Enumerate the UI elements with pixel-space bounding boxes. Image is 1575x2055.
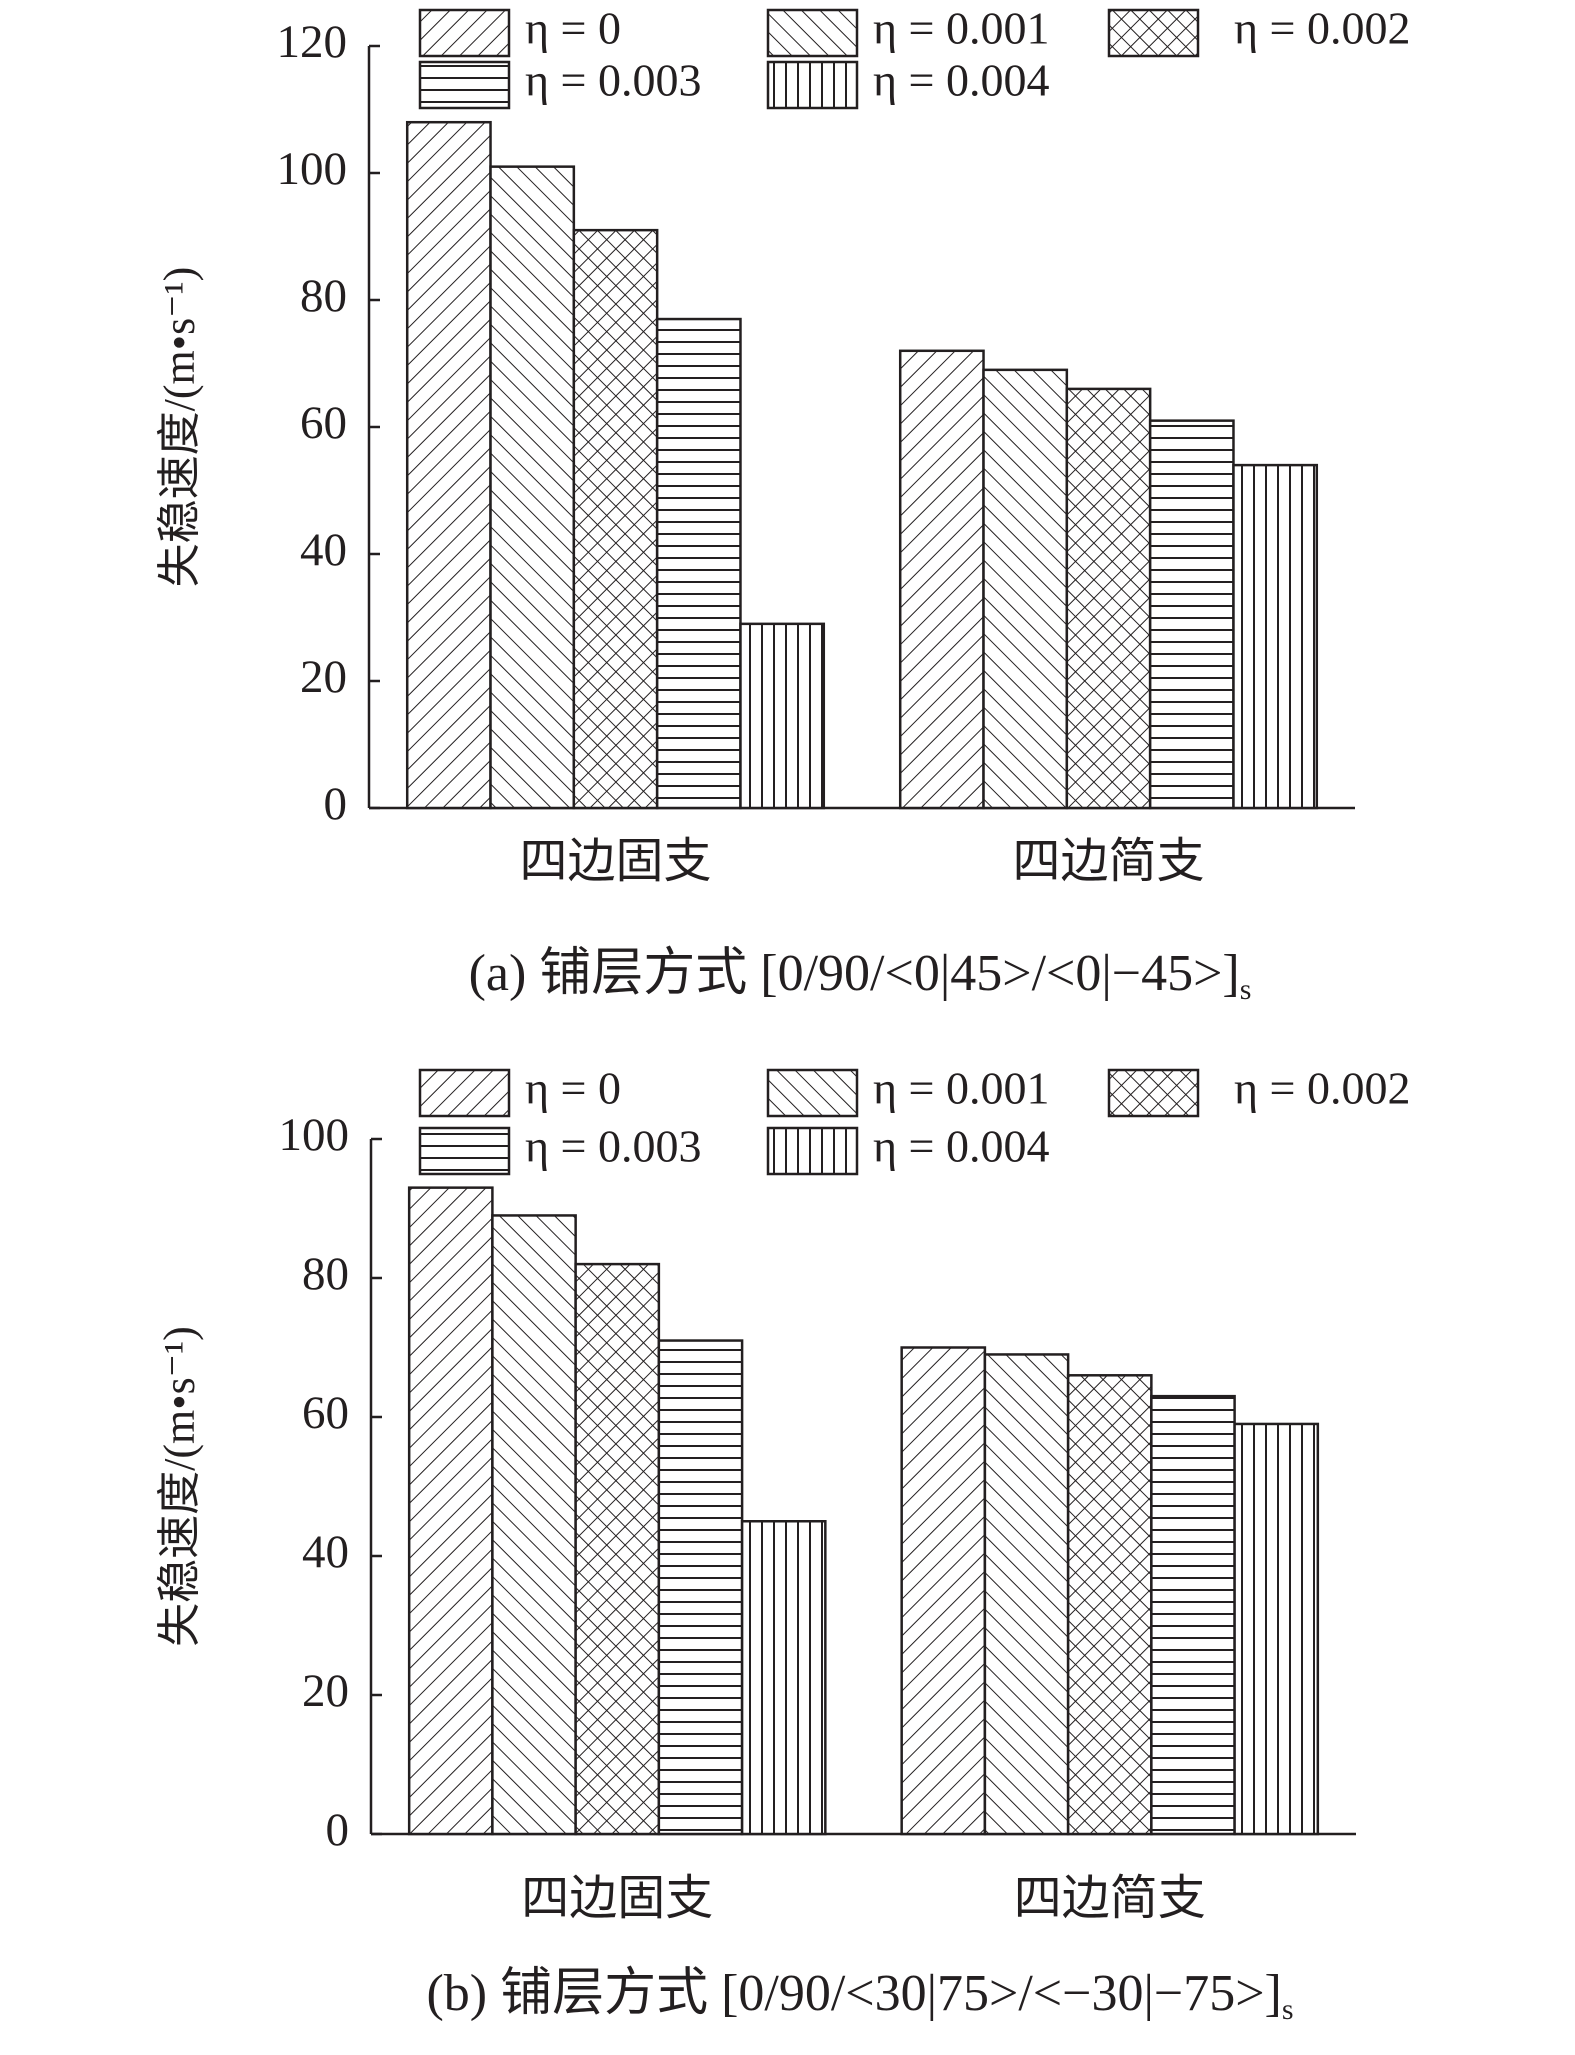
legend-swatch xyxy=(418,1068,511,1118)
y-axis-label: 失稳速度/(m•s⁻¹) xyxy=(155,267,204,588)
bar xyxy=(1148,419,1235,810)
bar xyxy=(572,228,659,810)
bar xyxy=(900,1346,987,1836)
legend-label: η = 0.002 xyxy=(1234,3,1411,54)
caption: (b) 铺层方式 [0/90/<30|75>/<−30|−75>]s xyxy=(426,1965,1293,2026)
x-tick-label: 四边简支 xyxy=(1014,1872,1206,1925)
y-tick-label: 100 xyxy=(277,143,348,195)
bar xyxy=(739,622,826,810)
y-tick-label: 60 xyxy=(302,1387,349,1439)
bar xyxy=(740,1520,827,1836)
bar xyxy=(1232,463,1319,810)
legend-swatch xyxy=(418,60,511,110)
legend-swatch xyxy=(766,1126,859,1176)
legend-swatch xyxy=(766,1068,859,1118)
legend-swatch xyxy=(1107,8,1200,58)
bar xyxy=(1233,1422,1320,1836)
y-tick-label: 100 xyxy=(279,1109,350,1161)
legend-swatch xyxy=(418,8,511,58)
caption-text: (b) 铺层方式 [0/90/<30|75>/<−30|−75>] xyxy=(426,1965,1281,2022)
legend-swatch xyxy=(766,8,859,58)
x-tick-label: 四边固支 xyxy=(519,835,711,888)
y-tick-label: 40 xyxy=(302,1526,349,1578)
y-tick-label: 20 xyxy=(302,1665,349,1717)
legend-label: η = 0.001 xyxy=(873,3,1050,54)
y-axis-label: 失稳速度/(m•s⁻¹) xyxy=(155,1326,204,1647)
y-tick-label: 120 xyxy=(277,16,348,68)
legend-label: η = 0 xyxy=(525,1063,621,1114)
y-tick-label: 0 xyxy=(326,1804,350,1856)
legend-label: η = 0 xyxy=(525,3,621,54)
legend-label: η = 0.004 xyxy=(873,1121,1050,1172)
legend-label: η = 0.004 xyxy=(873,55,1050,106)
caption-subscript: s xyxy=(1282,1993,1294,2026)
bar xyxy=(1066,1374,1153,1836)
legend-label: η = 0.001 xyxy=(873,1063,1050,1114)
legend-swatch xyxy=(766,60,859,110)
caption-text: (a) 铺层方式 [0/90/<0|45>/<0|−45>] xyxy=(469,945,1240,1002)
legend-swatch xyxy=(1107,1068,1200,1118)
bar xyxy=(1150,1394,1236,1836)
x-tick-label: 四边固支 xyxy=(521,1872,713,1925)
x-tick-label: 四边简支 xyxy=(1012,835,1204,888)
y-tick-label: 40 xyxy=(300,524,347,576)
bar xyxy=(1065,387,1152,810)
y-tick-label: 80 xyxy=(302,1248,349,1300)
y-tick-label: 60 xyxy=(300,397,347,449)
bar xyxy=(898,349,985,810)
bar xyxy=(407,1186,494,1836)
bar xyxy=(489,165,576,810)
y-tick-label: 80 xyxy=(300,270,347,322)
bar xyxy=(655,317,742,810)
bar xyxy=(405,120,492,810)
caption: (a) 铺层方式 [0/90/<0|45>/<0|−45>]s xyxy=(469,945,1252,1006)
legend-swatch xyxy=(418,1126,511,1176)
bar xyxy=(491,1214,577,1836)
y-tick-label: 0 xyxy=(324,778,348,830)
bar xyxy=(657,1339,744,1836)
legend-label: η = 0.002 xyxy=(1234,1063,1411,1114)
bar xyxy=(982,368,1069,810)
bar xyxy=(574,1262,661,1836)
legend-label: η = 0.003 xyxy=(525,1121,702,1172)
caption-subscript: s xyxy=(1240,973,1252,1006)
legend-label: η = 0.003 xyxy=(525,55,702,106)
bar xyxy=(983,1353,1070,1836)
y-tick-label: 20 xyxy=(300,651,347,703)
